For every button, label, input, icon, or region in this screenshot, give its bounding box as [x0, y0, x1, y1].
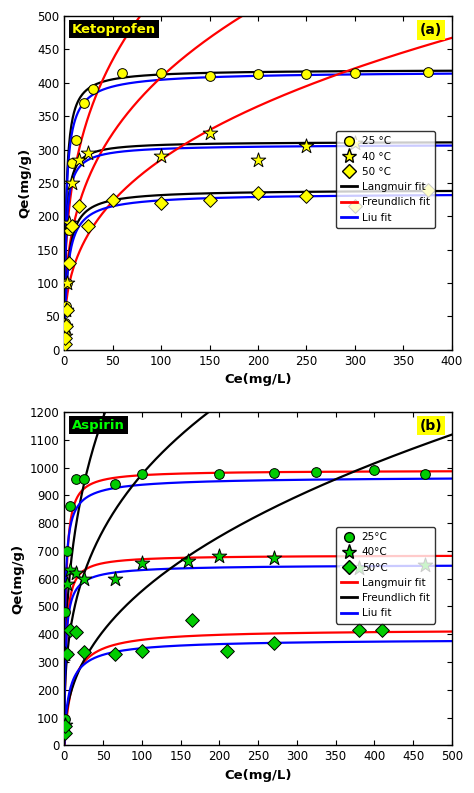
- Legend: 25°C, 40°C, 50°C, Langmuir fit, Freundlich fit, Liu fit: 25°C, 40°C, 50°C, Langmuir fit, Freundli…: [336, 527, 435, 623]
- Point: [138, 557, 146, 569]
- Point: [424, 183, 431, 196]
- Point: [254, 68, 262, 81]
- Point: [72, 473, 80, 485]
- Point: [64, 303, 71, 316]
- Point: [64, 277, 71, 289]
- Point: [68, 220, 76, 232]
- Point: [61, 726, 68, 739]
- Point: [65, 224, 73, 236]
- Point: [118, 67, 126, 79]
- Point: [63, 545, 71, 557]
- Point: [62, 303, 70, 316]
- Point: [424, 66, 431, 79]
- Point: [303, 140, 310, 152]
- Point: [421, 558, 428, 571]
- Point: [351, 67, 359, 79]
- Point: [109, 193, 117, 206]
- Point: [206, 70, 213, 82]
- Point: [63, 578, 71, 591]
- Point: [270, 636, 277, 649]
- Point: [63, 647, 71, 660]
- Point: [65, 216, 73, 229]
- Text: (b): (b): [419, 419, 442, 433]
- Point: [61, 327, 68, 339]
- Point: [72, 567, 80, 580]
- Y-axis label: Qe(mg/g): Qe(mg/g): [18, 147, 32, 218]
- Text: Ketoprofen: Ketoprofen: [72, 23, 156, 36]
- Point: [111, 647, 118, 660]
- Point: [303, 68, 310, 81]
- Point: [378, 624, 386, 637]
- Point: [61, 647, 69, 660]
- Point: [80, 97, 87, 109]
- Point: [111, 478, 118, 491]
- Point: [68, 177, 76, 190]
- Point: [75, 200, 82, 213]
- Text: (a): (a): [420, 23, 442, 36]
- Point: [216, 468, 223, 481]
- Point: [184, 554, 192, 567]
- Point: [421, 468, 428, 481]
- X-axis label: Ce(mg/L): Ce(mg/L): [224, 769, 292, 782]
- Point: [61, 718, 68, 731]
- Point: [254, 153, 262, 166]
- Point: [351, 136, 359, 149]
- Point: [61, 330, 68, 343]
- Point: [371, 464, 378, 477]
- Legend: 25 °C, 40 °C, 50 °C, Langmuir fit, Freundlich fit, Liu fit: 25 °C, 40 °C, 50 °C, Langmuir fit, Freun…: [336, 132, 435, 228]
- Point: [355, 624, 363, 637]
- Point: [80, 473, 87, 485]
- Point: [90, 83, 97, 96]
- Point: [312, 465, 320, 478]
- Point: [66, 500, 73, 513]
- Point: [75, 153, 82, 166]
- Point: [270, 551, 277, 564]
- Point: [351, 200, 359, 213]
- Point: [216, 550, 223, 563]
- Point: [61, 320, 69, 332]
- Point: [157, 150, 165, 163]
- Point: [80, 646, 87, 659]
- Point: [157, 67, 165, 79]
- Point: [61, 713, 68, 726]
- Point: [355, 561, 363, 574]
- Point: [85, 147, 92, 159]
- Point: [72, 133, 80, 146]
- Point: [61, 316, 69, 329]
- Point: [206, 127, 213, 140]
- Point: [188, 614, 196, 626]
- Point: [65, 257, 73, 270]
- Point: [270, 467, 277, 480]
- Point: [64, 277, 71, 289]
- Point: [61, 606, 69, 619]
- Point: [72, 625, 80, 638]
- Point: [80, 573, 87, 585]
- Point: [206, 193, 213, 206]
- Point: [111, 573, 118, 585]
- Point: [61, 331, 69, 344]
- Point: [62, 320, 70, 332]
- Point: [85, 220, 92, 232]
- X-axis label: Ce(mg/L): Ce(mg/L): [224, 373, 292, 386]
- Point: [62, 300, 70, 312]
- Point: [138, 645, 146, 657]
- Point: [157, 197, 165, 209]
- Point: [254, 186, 262, 199]
- Y-axis label: Qe(mg/g): Qe(mg/g): [11, 544, 24, 614]
- Point: [303, 190, 310, 202]
- Point: [61, 720, 69, 733]
- Text: Aspirin: Aspirin: [72, 419, 125, 431]
- Point: [61, 338, 68, 351]
- Point: [223, 645, 231, 657]
- Point: [68, 156, 76, 169]
- Point: [66, 564, 73, 577]
- Point: [66, 624, 73, 637]
- Point: [138, 468, 146, 481]
